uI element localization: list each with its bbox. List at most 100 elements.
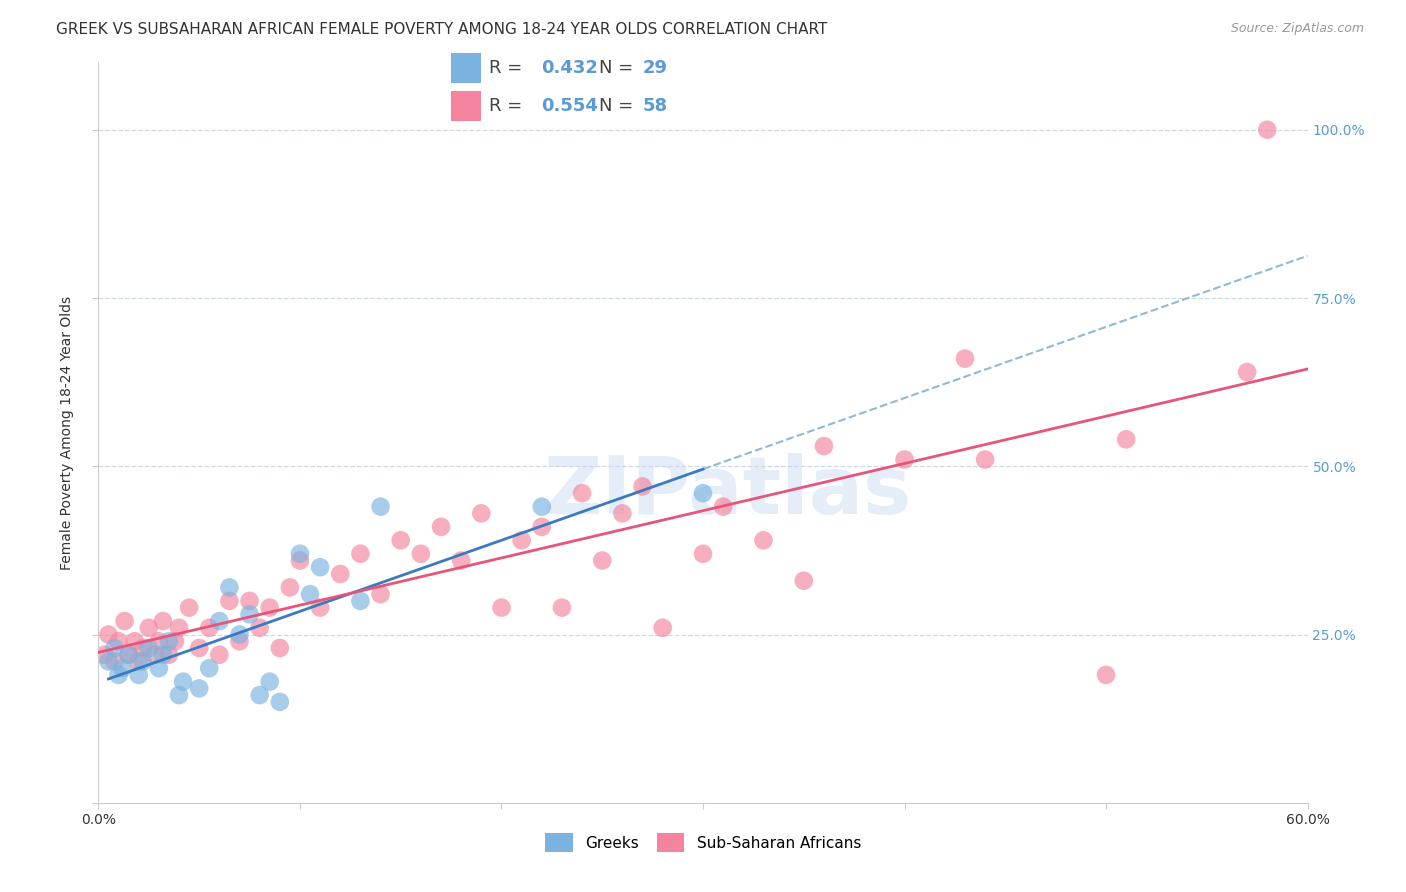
Point [309, 560, 332, 574]
Y-axis label: Female Poverty Among 18-24 Year Olds: Female Poverty Among 18-24 Year Olds [60, 295, 75, 570]
Point [370, 500, 392, 514]
Point [470, 507, 492, 521]
Point [510, 533, 533, 548]
Point [249, 621, 271, 635]
Point [711, 500, 734, 514]
Point [152, 614, 174, 628]
Point [198, 621, 221, 635]
Point [157, 648, 180, 662]
Text: Source: ZipAtlas.com: Source: ZipAtlas.com [1230, 22, 1364, 36]
Point [239, 607, 262, 622]
Point [249, 688, 271, 702]
Point [103, 640, 125, 655]
Point [132, 640, 155, 655]
Point [530, 520, 553, 534]
Point [118, 648, 141, 662]
Point [128, 668, 150, 682]
Point [278, 581, 301, 595]
Legend: Greeks, Sub-Saharan Africans: Greeks, Sub-Saharan Africans [538, 827, 868, 858]
Point [259, 600, 281, 615]
Point [152, 648, 174, 662]
Point [1115, 433, 1137, 447]
Point [571, 486, 593, 500]
Point [228, 634, 250, 648]
Point [188, 681, 211, 696]
Point [269, 695, 291, 709]
Point [218, 594, 240, 608]
Text: N =: N = [599, 97, 640, 115]
Point [953, 351, 976, 366]
Point [157, 634, 180, 648]
Point [349, 594, 371, 608]
Point [198, 661, 221, 675]
Point [651, 621, 673, 635]
Text: 0.432: 0.432 [541, 60, 599, 78]
Point [631, 479, 654, 493]
Point [530, 500, 553, 514]
Point [107, 668, 129, 682]
Text: GREEK VS SUBSAHARAN AFRICAN FEMALE POVERTY AMONG 18-24 YEAR OLDS CORRELATION CHA: GREEK VS SUBSAHARAN AFRICAN FEMALE POVER… [56, 22, 828, 37]
Point [167, 688, 190, 702]
Point [111, 661, 134, 675]
Point [118, 648, 141, 662]
Point [692, 547, 714, 561]
Point [793, 574, 815, 588]
Point [103, 655, 125, 669]
Point [208, 614, 231, 628]
Text: 29: 29 [643, 60, 668, 78]
Point [148, 634, 170, 648]
Point [752, 533, 775, 548]
Point [167, 621, 190, 635]
Point [188, 640, 211, 655]
Point [107, 634, 129, 648]
Point [370, 587, 392, 601]
Point [491, 600, 513, 615]
Point [974, 452, 997, 467]
Point [591, 553, 613, 567]
Text: 58: 58 [643, 97, 668, 115]
Bar [451, 91, 481, 120]
Point [124, 634, 146, 648]
Point [128, 655, 150, 669]
Point [93, 648, 115, 662]
Point [239, 594, 262, 608]
Point [288, 547, 311, 561]
Point [430, 520, 453, 534]
Point [409, 547, 432, 561]
Point [813, 439, 835, 453]
Point [612, 507, 634, 521]
Text: N =: N = [599, 60, 640, 78]
Point [269, 640, 291, 655]
Point [389, 533, 412, 548]
Text: ZIPatlas: ZIPatlas [543, 453, 911, 531]
Point [97, 655, 120, 669]
Point [1236, 365, 1258, 379]
Point [218, 581, 240, 595]
Text: R =: R = [489, 60, 529, 78]
Point [114, 614, 136, 628]
Point [1095, 668, 1118, 682]
Point [259, 674, 281, 689]
Point [208, 648, 231, 662]
Point [132, 655, 155, 669]
Point [893, 452, 915, 467]
Point [288, 553, 311, 567]
Point [1256, 122, 1278, 136]
Point [309, 600, 332, 615]
Point [299, 587, 322, 601]
Point [163, 634, 186, 648]
Text: R =: R = [489, 97, 529, 115]
Point [349, 547, 371, 561]
Point [138, 621, 160, 635]
Point [228, 627, 250, 641]
Point [138, 640, 160, 655]
Point [97, 627, 120, 641]
Point [551, 600, 574, 615]
Point [143, 648, 166, 662]
Point [692, 486, 714, 500]
Point [450, 553, 472, 567]
Point [329, 566, 352, 581]
Point [148, 661, 170, 675]
Bar [451, 54, 481, 83]
Text: 0.554: 0.554 [541, 97, 599, 115]
